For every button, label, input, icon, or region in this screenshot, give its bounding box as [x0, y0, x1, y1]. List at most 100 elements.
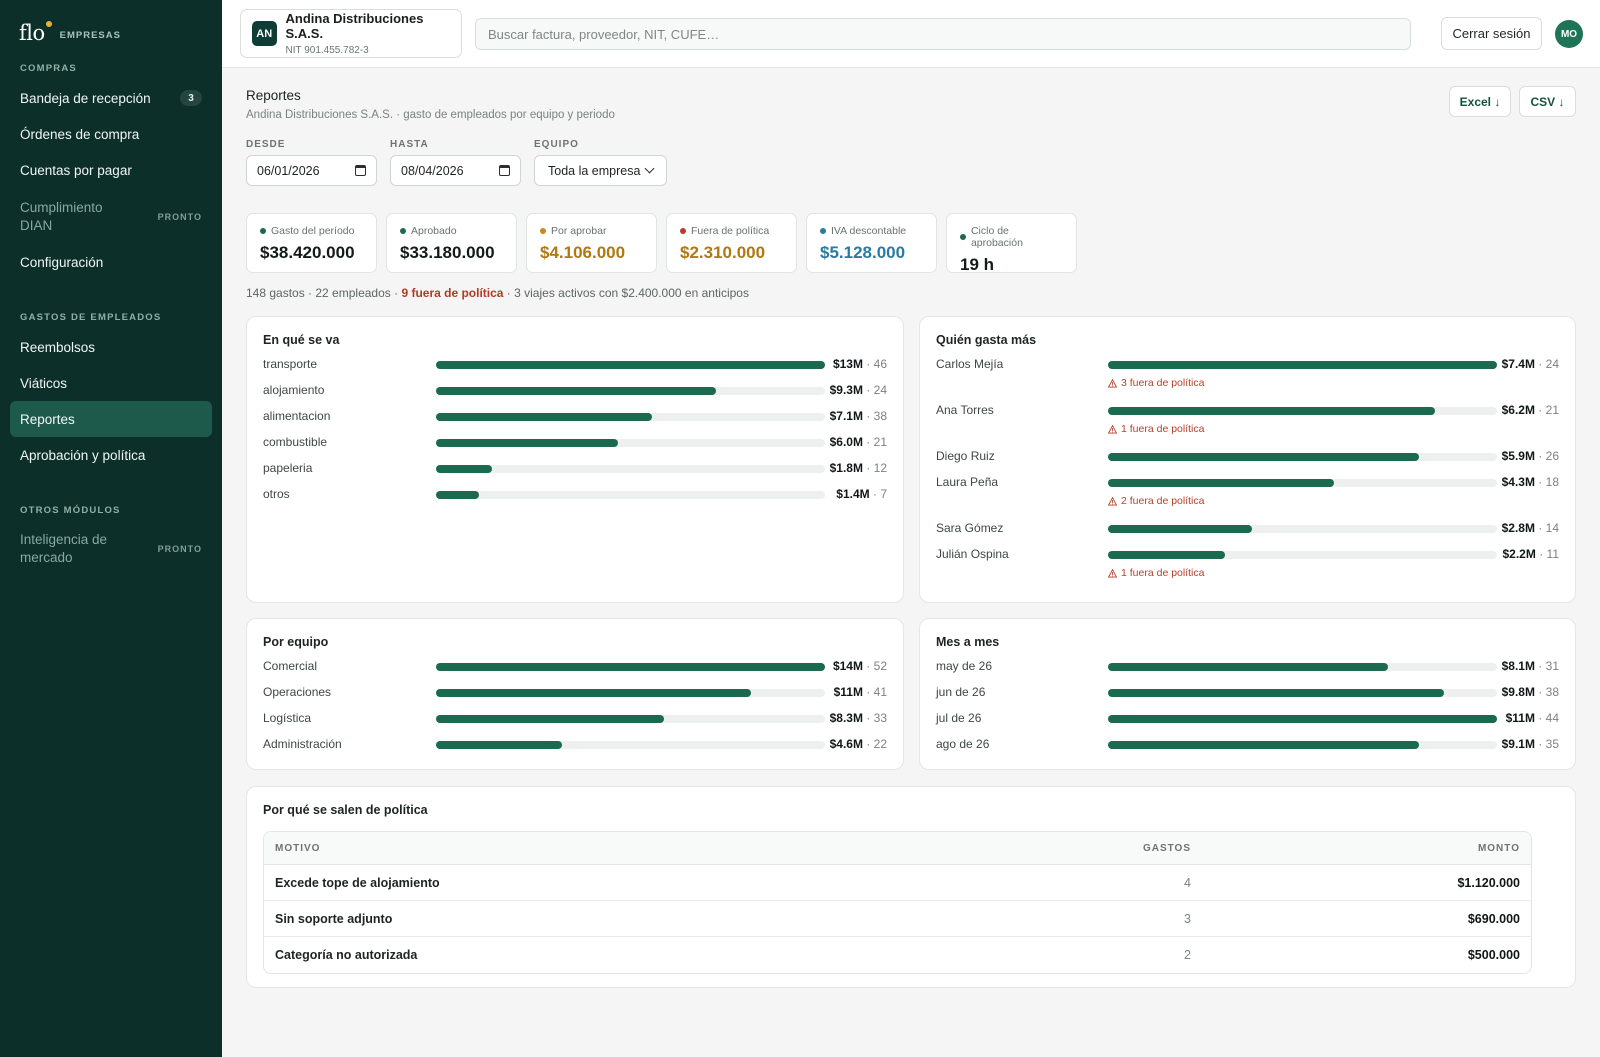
- sidebar-item-configuracion[interactable]: Configuración: [10, 244, 212, 280]
- kpi-card: IVA descontable $5.128.000: [806, 213, 937, 273]
- bar-row[interactable]: papeleria $1.8M · 12: [247, 459, 903, 477]
- from-date-input[interactable]: 06/01/2026: [246, 155, 377, 186]
- sidebar-item-reportes[interactable]: Reportes: [10, 401, 212, 437]
- sidebar-item-aprobacion[interactable]: Aprobación y política: [10, 437, 212, 473]
- table-row[interactable]: Categoría no autorizada 2 $500.000: [264, 937, 1531, 973]
- policy-warning-text: 2 fuera de política: [1121, 495, 1205, 507]
- sidebar: flo EMPRESAS COMPRAS Bandeja de recepció…: [0, 0, 222, 1057]
- bar-amount: $2.2M: [1502, 547, 1536, 561]
- team-select[interactable]: Toda la empresa: [534, 155, 667, 186]
- to-date-input[interactable]: 08/04/2026: [390, 155, 521, 186]
- summary-text: 148 gastos · 22 empleados ·: [246, 286, 402, 300]
- kpi-value: $5.128.000: [820, 243, 906, 262]
- bar-fill: [1108, 479, 1334, 487]
- bar-row[interactable]: transporte $13M · 46: [247, 355, 903, 373]
- sidebar-item-label: Cuentas por pagar: [20, 162, 132, 178]
- bar-fill: [436, 663, 825, 671]
- bar-row[interactable]: Ana Torres $6.2M · 21: [920, 401, 1575, 419]
- sidebar-item-bandeja[interactable]: Bandeja de recepción 3: [10, 80, 212, 116]
- bar-count: 11: [1546, 547, 1559, 561]
- policy-warning[interactable]: 3 fuera de política: [1108, 377, 1204, 389]
- bar-count: 38: [1545, 685, 1559, 699]
- bar-track: [436, 465, 825, 473]
- bar-row[interactable]: alojamiento $9.3M · 24: [247, 381, 903, 399]
- bar-row[interactable]: Sara Gómez $2.8M · 14: [920, 519, 1575, 537]
- export-excel-button[interactable]: Excel ↓: [1449, 86, 1511, 117]
- bar-row[interactable]: Diego Ruiz $5.9M · 26: [920, 447, 1575, 465]
- logout-button[interactable]: Cerrar sesión: [1441, 17, 1542, 50]
- brand[interactable]: flo EMPRESAS: [19, 20, 121, 44]
- bar-label: ago de 26: [936, 737, 990, 751]
- summary-warning[interactable]: 9 fuera de política: [401, 286, 504, 300]
- policy-warning[interactable]: 1 fuera de política: [1108, 423, 1204, 435]
- kpi-card: Fuera de política $2.310.000: [666, 213, 797, 273]
- sidebar-item-label: Reportes: [20, 411, 75, 427]
- bar-label: Comercial: [263, 659, 318, 673]
- bar-value: $9.3M · 24: [829, 383, 887, 397]
- header-count: GASTOS: [1142, 842, 1191, 854]
- bar-fill: [436, 439, 619, 447]
- table-row[interactable]: Sin soporte adjunto 3 $690.000: [264, 901, 1531, 937]
- sidebar-item-cuentas[interactable]: Cuentas por pagar: [10, 152, 212, 188]
- card-spenders: Quién gasta más Carlos Mejía $7.4M · 24 3 …: [919, 316, 1576, 603]
- bar-track: [1108, 551, 1497, 559]
- bar-amount: $11M: [833, 685, 863, 699]
- search-input[interactable]: [475, 18, 1411, 50]
- bar-row[interactable]: Carlos Mejía $7.4M · 24: [920, 355, 1575, 373]
- bar-row[interactable]: otros $1.4M · 7: [247, 485, 903, 503]
- bar-row[interactable]: may de 26 $8.1M · 31: [920, 657, 1575, 675]
- sidebar-item-label: Inteligencia de mercado: [20, 532, 108, 565]
- sidebar-item-ordenes[interactable]: Órdenes de compra: [10, 116, 212, 152]
- bar-value: $8.3M · 33: [829, 711, 887, 725]
- bar-value: $4.6M · 22: [829, 737, 887, 751]
- bar-count: 44: [1545, 711, 1559, 725]
- bar-fill: [436, 715, 664, 723]
- bar-row[interactable]: Operaciones $11M · 41: [247, 683, 903, 701]
- company-switcher[interactable]: AN Andina Distribuciones S.A.S. NIT 901.…: [240, 9, 462, 58]
- card-months: Mes a mes may de 26 $8.1M · 31 jun de 26 $9…: [919, 618, 1576, 770]
- table-row[interactable]: Excede tope de alojamiento 4 $1.120.000: [264, 865, 1531, 901]
- bar-amount: $9.3M: [829, 383, 863, 397]
- policy-warning[interactable]: 2 fuera de política: [1108, 495, 1204, 507]
- bar-row[interactable]: Logística $8.3M · 33: [247, 709, 903, 727]
- sidebar-item-reembolsos[interactable]: Reembolsos: [10, 329, 212, 365]
- kpi-label-text: Aprobado: [411, 225, 457, 237]
- card-policy: Por qué se salen de política MOTIVO GAST…: [246, 786, 1576, 988]
- calendar-icon[interactable]: [499, 165, 510, 176]
- warning-icon: [1108, 568, 1117, 578]
- count-cell: 4: [1184, 875, 1191, 890]
- bar-label: jul de 26: [936, 711, 982, 725]
- policy-warning[interactable]: 1 fuera de política: [1108, 567, 1204, 579]
- kpi-value: $2.310.000: [680, 243, 766, 262]
- export-csv-button[interactable]: CSV ↓: [1519, 86, 1576, 117]
- calendar-icon[interactable]: [355, 165, 366, 176]
- bar-value: $9.1M · 35: [1501, 737, 1559, 751]
- bar-row[interactable]: ago de 26 $9.1M · 35: [920, 735, 1575, 753]
- kpi-card: Ciclo de aprobación 19 h: [946, 213, 1077, 274]
- bar-row[interactable]: Comercial $14M · 52: [247, 657, 903, 675]
- bar-label: Carlos Mejía: [936, 357, 1004, 371]
- user-avatar[interactable]: MO: [1555, 20, 1583, 48]
- summary-line: 148 gastos · 22 empleados · 9 fuera de p…: [246, 286, 749, 300]
- bar-count: 18: [1545, 475, 1559, 489]
- bar-fill: [436, 361, 825, 369]
- bar-amount: $7.1M: [829, 409, 863, 423]
- company-name: Andina Distribuciones S.A.S.: [285, 11, 424, 41]
- bar-fill: [436, 387, 717, 395]
- bar-label: Logística: [263, 711, 312, 725]
- bar-row[interactable]: Administración $4.6M · 22: [247, 735, 903, 753]
- bar-count: 24: [873, 383, 887, 397]
- bar-track: [436, 663, 825, 671]
- bar-row[interactable]: Julián Ospina $2.2M · 11: [920, 545, 1575, 563]
- bar-row[interactable]: combustible $6.0M · 21: [247, 433, 903, 451]
- bar-row[interactable]: alimentacion $7.1M · 38: [247, 407, 903, 425]
- sidebar-item-viaticos[interactable]: Viáticos: [10, 365, 212, 401]
- kpi-value: $33.180.000: [400, 243, 495, 262]
- bar-row[interactable]: jul de 26 $11M · 44: [920, 709, 1575, 727]
- bar-label: combustible: [263, 435, 328, 449]
- bar-row[interactable]: jun de 26 $9.8M · 38: [920, 683, 1575, 701]
- bar-value: $7.4M · 24: [1501, 357, 1559, 371]
- bar-row[interactable]: Laura Peña $4.3M · 18: [920, 473, 1575, 491]
- bar-amount: $2.8M: [1501, 521, 1535, 535]
- bar-amount: $14M: [832, 659, 863, 673]
